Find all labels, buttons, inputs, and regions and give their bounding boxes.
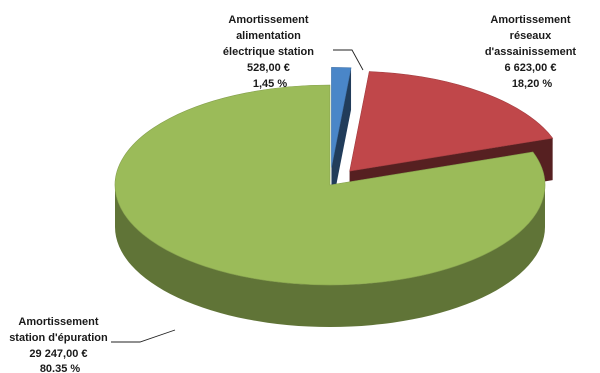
slice-reseaux	[349, 71, 554, 172]
leader-line-alimentation	[333, 49, 364, 71]
slice-side-station-epuration	[115, 185, 545, 327]
slice-cut-alimentation	[331, 67, 352, 210]
slice-label-reseaux: Amortissement réseaux d'assainissement 6…	[485, 14, 579, 90]
slice-label-alimentation: Amortissement alimentation électrique st…	[223, 14, 317, 90]
slice-alimentation	[331, 67, 352, 168]
pie-slices	[114, 67, 554, 327]
slice-station-epuration	[114, 84, 546, 286]
slice-label-station-epuration: Amortissement station d'épuration 29 247…	[9, 316, 111, 373]
leader-line-station	[111, 329, 176, 343]
